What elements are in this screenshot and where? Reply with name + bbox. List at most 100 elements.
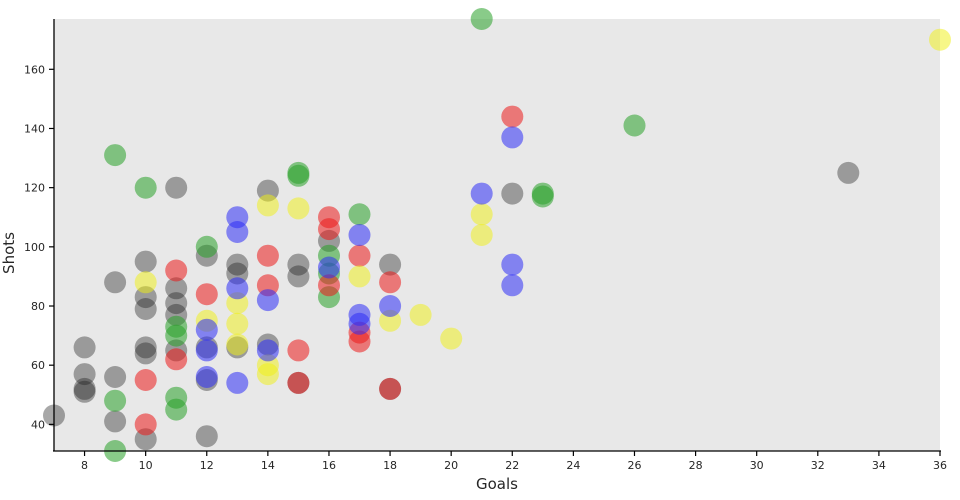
chart-point-gray[interactable] bbox=[379, 253, 402, 276]
chart-point-red[interactable] bbox=[134, 369, 157, 391]
x-tick-label: 16 bbox=[322, 459, 336, 472]
chart-point-red[interactable] bbox=[501, 105, 524, 128]
chart-point-blue[interactable] bbox=[501, 253, 524, 276]
chart-point-green[interactable] bbox=[134, 176, 157, 199]
chart-point-red[interactable] bbox=[165, 259, 188, 282]
x-tick-label: 26 bbox=[627, 459, 641, 472]
y-axis-title: Shots bbox=[0, 232, 18, 274]
chart-point-blue[interactable] bbox=[348, 224, 371, 246]
chart-point-blue[interactable] bbox=[226, 277, 249, 300]
chart-point-blue[interactable] bbox=[195, 318, 218, 341]
y-tick-label: 120 bbox=[24, 182, 45, 195]
y-tick-label: 80 bbox=[31, 300, 45, 313]
chart-point-gray[interactable] bbox=[195, 425, 218, 448]
chart-point-yellow[interactable] bbox=[929, 28, 951, 51]
chart-point-blue[interactable] bbox=[348, 312, 371, 335]
chart-point-red[interactable] bbox=[348, 330, 371, 353]
chart-point-red[interactable] bbox=[348, 244, 371, 267]
x-tick-label: 10 bbox=[139, 459, 153, 472]
chart-point-gray[interactable] bbox=[134, 298, 157, 320]
x-tick-label: 18 bbox=[383, 459, 397, 472]
chart-point-red[interactable] bbox=[287, 339, 310, 362]
chart-point-green[interactable] bbox=[104, 389, 127, 412]
chart-point-yellow[interactable] bbox=[134, 271, 157, 294]
chart-point-blue[interactable] bbox=[256, 289, 279, 312]
chart-point-gray[interactable] bbox=[165, 277, 188, 300]
plot-area[interactable] bbox=[54, 19, 940, 451]
chart-point-green[interactable] bbox=[165, 324, 188, 347]
chart-point-yellow[interactable] bbox=[256, 194, 279, 217]
chart-point-gray[interactable] bbox=[104, 271, 127, 294]
chart-point-gray[interactable] bbox=[226, 253, 249, 276]
chart-point-blue[interactable] bbox=[379, 295, 402, 317]
chart-point-gray[interactable] bbox=[837, 161, 860, 184]
chart-point-red[interactable] bbox=[379, 271, 402, 294]
chart-point-red[interactable] bbox=[287, 371, 310, 394]
chart-point-red[interactable] bbox=[195, 283, 218, 306]
chart-point-red[interactable] bbox=[318, 274, 340, 297]
chart-point-yellow[interactable] bbox=[470, 224, 493, 246]
x-tick-label: 28 bbox=[689, 459, 703, 472]
chart-point-yellow[interactable] bbox=[409, 303, 432, 326]
chart-point-yellow[interactable] bbox=[226, 333, 249, 356]
x-tick-label: 14 bbox=[261, 459, 275, 472]
x-tick-label: 32 bbox=[811, 459, 825, 472]
chart-point-gray[interactable] bbox=[165, 292, 188, 315]
chart-point-yellow[interactable] bbox=[470, 203, 493, 226]
x-tick-label: 8 bbox=[81, 459, 88, 472]
chart-point-red[interactable] bbox=[134, 413, 157, 436]
chart-point-yellow[interactable] bbox=[287, 197, 310, 220]
chart-point-yellow[interactable] bbox=[226, 312, 249, 335]
chart-point-gray[interactable] bbox=[501, 182, 524, 205]
chart-point-gray[interactable] bbox=[165, 176, 188, 199]
chart-point-gray[interactable] bbox=[134, 336, 157, 359]
chart-point-red[interactable] bbox=[379, 377, 402, 400]
chart-point-green[interactable] bbox=[195, 235, 218, 258]
y-tick-label: 140 bbox=[24, 122, 45, 135]
x-axis-title: Goals bbox=[476, 475, 518, 493]
chart-point-red[interactable] bbox=[318, 218, 340, 241]
chart-point-green[interactable] bbox=[470, 8, 493, 30]
chart-point-blue[interactable] bbox=[226, 371, 249, 394]
chart-point-green[interactable] bbox=[348, 203, 371, 226]
chart-point-gray[interactable] bbox=[104, 366, 127, 388]
x-tick-label: 30 bbox=[750, 459, 764, 472]
chart-point-red[interactable] bbox=[256, 244, 279, 267]
chart-point-yellow[interactable] bbox=[348, 265, 371, 288]
chart-point-gray[interactable] bbox=[73, 377, 96, 400]
chart-point-blue[interactable] bbox=[470, 182, 493, 205]
chart-point-blue[interactable] bbox=[256, 339, 279, 362]
chart-point-green[interactable] bbox=[104, 144, 127, 167]
chart-point-gray[interactable] bbox=[287, 253, 310, 276]
chart-point-blue[interactable] bbox=[226, 221, 249, 243]
y-tick-label: 100 bbox=[24, 241, 45, 254]
x-tick-label: 12 bbox=[200, 459, 214, 472]
chart-point-yellow[interactable] bbox=[440, 327, 463, 350]
chart-point-green[interactable] bbox=[531, 185, 554, 208]
chart-point-gray[interactable] bbox=[73, 336, 96, 359]
x-tick-label: 24 bbox=[566, 459, 580, 472]
x-tick-label: 34 bbox=[872, 459, 886, 472]
chart-point-green[interactable] bbox=[287, 164, 310, 187]
chart-point-gray[interactable] bbox=[104, 410, 127, 433]
chart-point-blue[interactable] bbox=[501, 274, 524, 297]
x-tick-label: 22 bbox=[505, 459, 519, 472]
y-tick-label: 160 bbox=[24, 63, 45, 76]
chart-point-gray[interactable] bbox=[287, 265, 310, 288]
chart-point-green[interactable] bbox=[165, 398, 188, 421]
chart-point-blue[interactable] bbox=[318, 256, 340, 279]
chart-point-blue[interactable] bbox=[195, 339, 218, 362]
x-tick-label: 36 bbox=[933, 459, 947, 472]
chart-point-blue[interactable] bbox=[501, 126, 524, 149]
chart-point-green[interactable] bbox=[623, 114, 646, 137]
chart-point-gray[interactable] bbox=[134, 250, 157, 273]
y-tick-label: 60 bbox=[31, 359, 45, 372]
chart-point-blue[interactable] bbox=[195, 366, 218, 388]
chart-point-gray[interactable] bbox=[73, 363, 96, 386]
chart-point-red[interactable] bbox=[165, 348, 188, 371]
chart-point-yellow[interactable] bbox=[256, 363, 279, 386]
chart-point-gray[interactable] bbox=[134, 342, 157, 365]
chart-point-gray[interactable] bbox=[73, 380, 96, 403]
